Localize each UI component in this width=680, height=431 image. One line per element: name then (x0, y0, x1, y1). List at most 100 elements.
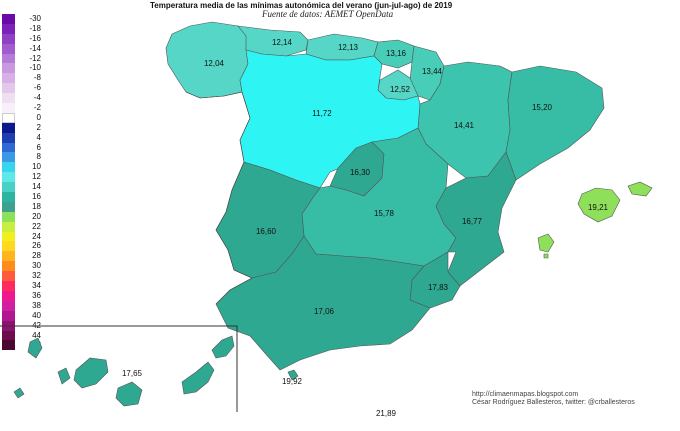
legend-swatch (2, 281, 15, 291)
legend-row: -18 (2, 23, 42, 34)
legend-label: 4 (36, 132, 41, 142)
legend-label: 38 (32, 300, 41, 310)
value-label: 14,41 (454, 121, 475, 130)
legend-label: 18 (32, 201, 41, 211)
legend-row: -12 (2, 53, 42, 64)
legend-swatch (2, 201, 15, 212)
legend-row: 16 (2, 192, 42, 202)
legend-row: 10 (2, 162, 42, 173)
legend-swatch (2, 142, 15, 153)
legend-row: -4 (2, 93, 42, 104)
legend-label: 12 (32, 172, 41, 182)
legend-swatch (2, 271, 15, 282)
legend-row: 36 (2, 290, 42, 301)
value-label: 13,16 (386, 49, 407, 58)
canarias-inset-frame (0, 325, 238, 412)
legend-label: 44 (32, 330, 41, 340)
legend-swatch (2, 211, 15, 222)
legend-label: 8 (36, 152, 41, 162)
legend-swatch (2, 330, 15, 341)
legend-row: 14 (2, 182, 42, 193)
legend-swatch (2, 241, 15, 252)
legend-label: 0 (36, 112, 41, 122)
value-label: 15,20 (532, 103, 553, 112)
legend-label: 20 (32, 211, 41, 221)
region-ceuta (287, 369, 299, 381)
legend-label: -18 (29, 23, 41, 33)
legend-row: 12 (2, 172, 42, 183)
legend-row: -30 (2, 14, 42, 24)
legend-label: 2 (36, 122, 41, 132)
legend-swatch (2, 132, 15, 143)
credit-author: César Rodríguez Ballesteros, twitter: @c… (472, 399, 635, 406)
legend-label: 34 (32, 281, 41, 291)
legend-swatch (2, 300, 15, 311)
value-label: 17,65 (122, 369, 143, 378)
legend-label: 26 (32, 241, 41, 251)
value-label: 21,89 (376, 409, 397, 418)
legend-label: -6 (33, 83, 41, 93)
legend-label: 16 (32, 192, 41, 202)
region-canarias (13, 335, 235, 407)
legend-swatch (2, 53, 15, 64)
legend-swatch (2, 192, 15, 202)
legend-row: -16 (2, 33, 42, 44)
legend-row: 28 (2, 251, 42, 262)
legend-label: 10 (32, 162, 41, 172)
legend-swatch (2, 152, 15, 163)
credit-url: http://climaenmapas.blogspot.com (472, 391, 579, 398)
value-label: 12,52 (390, 85, 411, 94)
legend-swatch (2, 162, 15, 173)
portugal-border (185, 91, 253, 305)
legend-label: -12 (29, 53, 41, 63)
legend-row: -10 (2, 63, 42, 74)
legend-row: -2 (2, 103, 42, 113)
region-baleares (537, 181, 653, 259)
legend-row: 2 (2, 122, 42, 133)
value-label: 16,30 (350, 168, 371, 177)
legend-label: -10 (29, 63, 41, 73)
legend-label: 14 (32, 182, 41, 192)
legend-row: -6 (2, 83, 42, 94)
legend-row: -14 (2, 43, 42, 54)
legend-row: 34 (2, 281, 42, 291)
legend-swatch (2, 93, 15, 104)
legend-swatch (2, 310, 15, 321)
legend-label: -8 (33, 73, 41, 83)
legend-label: 28 (32, 251, 41, 261)
value-label: 17,83 (428, 283, 449, 292)
legend-swatch (2, 182, 15, 193)
legend-label: 30 (32, 261, 41, 271)
legend-row: 30 (2, 261, 42, 272)
legend-swatch (2, 103, 15, 113)
value-label: 17,06 (314, 307, 335, 316)
legend-swatch (2, 340, 15, 351)
legend-label: 22 (32, 221, 41, 231)
legend-swatch (2, 251, 15, 262)
value-label: 12,13 (338, 43, 359, 52)
value-label: 12,14 (272, 38, 293, 47)
legend-label: -30 (29, 14, 41, 23)
value-label: 15,78 (374, 209, 395, 218)
legend-row: 44 (2, 330, 42, 341)
legend-row: -8 (2, 73, 42, 84)
legend-swatch (2, 112, 15, 123)
legend-row: 32 (2, 271, 42, 282)
value-label: 19,21 (588, 203, 609, 212)
value-label: 12,04 (204, 59, 225, 68)
legend-row: 8 (2, 152, 42, 163)
legend-swatch (2, 122, 15, 133)
legend-swatch (2, 63, 15, 74)
legend-label: 40 (32, 310, 41, 320)
legend-swatch (2, 73, 15, 84)
legend-swatch (2, 261, 15, 272)
legend-label: -16 (29, 33, 41, 43)
legend-swatch (2, 83, 15, 94)
legend-swatch (2, 172, 15, 183)
legend-row: 40 (2, 310, 42, 321)
legend-swatch (2, 14, 15, 24)
legend-row: 38 (2, 300, 42, 311)
legend-row: 20 (2, 211, 42, 222)
legend-row: 4 (2, 132, 42, 143)
